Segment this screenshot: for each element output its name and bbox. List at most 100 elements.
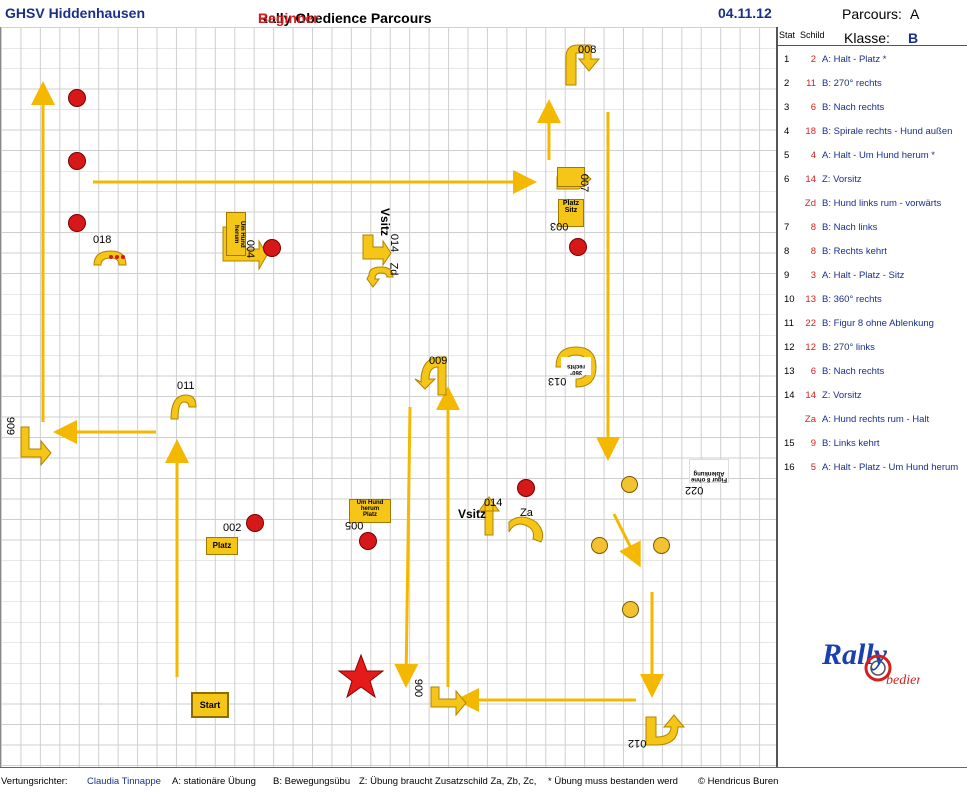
sign-label-002: 002: [223, 522, 242, 534]
cone-red: [517, 479, 535, 497]
exercise-desc: A: Halt - Platz - Um Hund herum: [822, 462, 959, 473]
sign-label-012: 012: [628, 737, 647, 749]
sign-008-arrow: [565, 44, 601, 86]
cone-red: [68, 214, 86, 232]
legend-star: * Übung muss bestanden werd: [548, 776, 678, 787]
sign-004-arrow: [222, 226, 268, 271]
station-number: 5: [784, 150, 790, 161]
station-number: 14: [784, 390, 795, 401]
klasse-label: Klasse:: [844, 30, 890, 46]
exercise-row: Za A: Hund rechts rum - Halt: [778, 410, 967, 430]
exercise-desc: B: Nach rechts: [822, 102, 885, 113]
parcours-label: Parcours:: [842, 6, 902, 22]
sign-005-platz: Platz: [362, 512, 377, 518]
judge-name: Claudia Tinnappe: [87, 776, 161, 787]
station-number: 9: [784, 270, 790, 281]
legend-a: A: stationäre Übung: [172, 776, 256, 787]
sign-002-board: Platz: [206, 537, 238, 555]
cone-red: [68, 89, 86, 107]
exercise-desc: Z: Vorsitz: [822, 174, 862, 185]
sign-label-007: 007: [578, 173, 591, 193]
exercise-row: Zd B: Hund links rum - vorwärts: [778, 194, 967, 214]
station-number: 4: [784, 126, 790, 137]
sign-label-014a: 014: [388, 233, 401, 253]
title-level: Beginner: [258, 10, 319, 26]
sign-014b-arrow: [478, 496, 500, 536]
copyright: © Hendricus Buren: [698, 776, 779, 787]
station-number: 10: [784, 294, 795, 305]
station-number: 1: [784, 54, 790, 65]
parcours-value: A: [910, 6, 920, 22]
sign-number: Za: [804, 414, 816, 425]
sign-number: 14: [805, 174, 816, 185]
exercise-desc: B: Nach rechts: [822, 366, 885, 377]
sign-number: 11: [806, 78, 816, 89]
station-number: 13: [784, 366, 795, 377]
col-schild: Schild: [800, 30, 825, 40]
sign-number: 2: [810, 54, 816, 65]
cone-red: [263, 239, 281, 257]
exercise-desc: B: Links kehrt: [822, 438, 880, 449]
exercise-desc: B: Rechts kehrt: [822, 246, 887, 257]
exercise-row: 10 13 B: 360° rechts: [778, 290, 967, 310]
sign-label-011: 011: [177, 380, 195, 392]
exercise-sidebar: Parcours: A Klasse: B Stat Schild 1 2 A: H…: [778, 0, 967, 767]
vsitz-top-label: Vsitz: [378, 207, 393, 237]
exercise-desc: B: Spirale rechts - Hund außen: [822, 126, 953, 137]
exercise-row: 9 3 A: Halt - Platz - Sitz: [778, 266, 967, 286]
exercise-row: 2 11 B: 270° rechts: [778, 74, 967, 94]
exercise-row: 15 9 B: Links kehrt: [778, 434, 967, 454]
station-number: 3: [784, 102, 790, 113]
sign-zd-arrow: [366, 266, 394, 288]
title-main: Rally Obedience Parcours: [258, 10, 432, 26]
sign-003-board: Platz Sitz: [558, 199, 584, 227]
exercise-row: 5 4 A: Halt - Um Hund herum *: [778, 146, 967, 166]
sign-number: 18: [805, 126, 816, 137]
cone-red: [246, 514, 264, 532]
sign-number: 4: [810, 150, 816, 161]
klasse-value: B: [908, 30, 919, 46]
legend-footer: Vertungsrichter: Claudia Tinnappe A: sta…: [0, 767, 967, 794]
course-grid: Um Hund herum Platz Um Hund herum Platz P…: [0, 27, 778, 767]
exercise-row: 8 8 B: Rechts kehrt: [778, 242, 967, 262]
exercise-desc: A: Halt - Platz - Sitz: [822, 270, 905, 281]
svg-text:bedience: bedience: [886, 673, 920, 688]
exercise-desc: B: 270° links: [822, 342, 875, 353]
svg-text:Rally: Rally: [821, 638, 888, 671]
sign-013-label: 360° rechts: [561, 357, 591, 375]
cone-yellow: [653, 537, 670, 554]
sign-012-arrow: [645, 714, 686, 746]
sign-number: 13: [805, 294, 816, 305]
sign-label-005: 005: [345, 519, 364, 531]
exercise-desc: B: Nach links: [822, 222, 878, 233]
sign-label-022: 022: [685, 484, 704, 496]
exercise-row: 11 22 B: Figur 8 ohne Ablenkung: [778, 314, 967, 334]
exercise-desc: A: Halt - Um Hund herum *: [822, 150, 935, 161]
exercise-row: 14 14 Z: Vorsitz: [778, 386, 967, 406]
cone-red: [359, 532, 377, 550]
sign-005-um-hund: Um Hund herum: [356, 500, 384, 512]
sign-label-004: 004: [244, 239, 257, 259]
course-header: GHSV Hiddenhausen Rally Obedience Parcou…: [0, 0, 778, 29]
exercise-row: 12 12 B: 270° links: [778, 338, 967, 358]
sign-label-008: 008: [578, 44, 597, 56]
sign-za-arrow: [508, 516, 544, 543]
cone-yellow: [622, 601, 639, 618]
course-arrows: [20, 44, 686, 746]
exercise-desc: B: Hund links rum - vorwärts: [822, 198, 942, 209]
exercise-desc: B: 270° rechts: [822, 78, 882, 89]
sidebar-divider: [778, 45, 967, 46]
station-number: 12: [784, 342, 795, 353]
sign-label-014b: 014: [484, 497, 503, 509]
exercise-row: 16 5 A: Halt - Platz - Um Hund herum: [778, 458, 967, 478]
sign-011-arrow: [170, 394, 197, 420]
col-stat: Stat: [779, 30, 796, 40]
spiral-dot: [109, 255, 113, 259]
exercise-row: 4 18 B: Spirale rechts - Hund außen: [778, 122, 967, 142]
start-marker: Start: [191, 692, 229, 718]
sign-number: 6: [810, 102, 816, 113]
sign-014-arrow: [362, 234, 392, 267]
exercise-desc: A: Halt - Platz *: [822, 54, 887, 65]
station-number: 6: [784, 174, 790, 185]
judge-label: Vertungsrichter:: [1, 776, 68, 787]
